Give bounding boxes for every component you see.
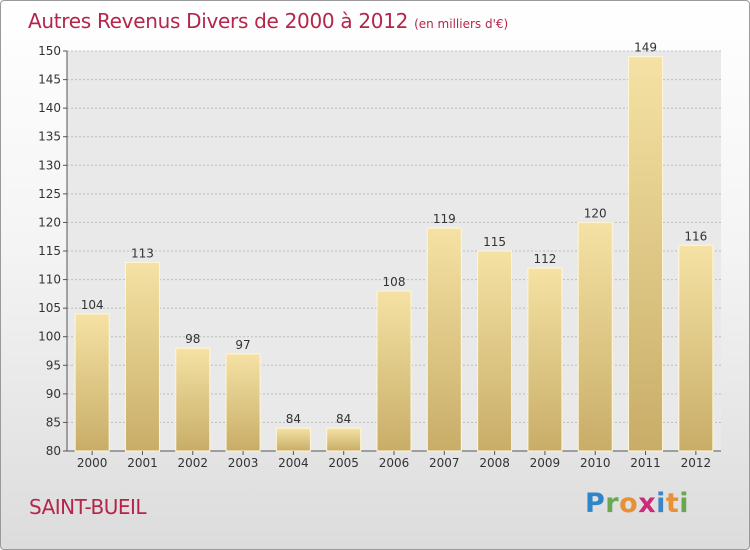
x-tick-label: 2011 — [630, 456, 661, 470]
x-tick-label: 2012 — [681, 456, 712, 470]
logo-letter: P — [585, 488, 606, 519]
x-tick-label: 2009 — [530, 456, 561, 470]
bar — [124, 261, 160, 452]
y-tick-label: 90 — [46, 387, 61, 401]
logo-letter: i — [656, 488, 666, 519]
y-tick-label: 140 — [38, 101, 61, 115]
chart-title: Autres Revenus Divers de 2000 à 2012 — [28, 9, 409, 33]
x-tick-label: 2001 — [127, 456, 158, 470]
y-tick-label: 125 — [38, 187, 61, 201]
bar — [527, 267, 563, 452]
bar-value-label: 149 — [634, 41, 657, 55]
x-tick-label: 2006 — [379, 456, 410, 470]
bar — [477, 250, 513, 452]
y-tick-label: 145 — [38, 73, 61, 87]
bar — [426, 227, 462, 452]
x-tick-label: 2007 — [429, 456, 460, 470]
chart-title-block: Autres Revenus Divers de 2000 à 2012 (en … — [28, 9, 508, 33]
logo-letter: r — [605, 488, 620, 519]
x-tick-label: 2005 — [328, 456, 359, 470]
bar — [577, 221, 613, 452]
y-tick-label: 95 — [46, 358, 61, 372]
x-tick-label: 2008 — [479, 456, 510, 470]
bar-value-label: 119 — [433, 212, 456, 226]
x-tick-label: 2004 — [278, 456, 309, 470]
bar — [678, 244, 714, 452]
logo-letter: i — [679, 488, 690, 519]
y-tick-label: 130 — [38, 158, 61, 172]
logo-letter: t — [665, 488, 680, 519]
bar — [326, 427, 362, 452]
bar — [225, 353, 261, 452]
y-tick-label: 85 — [46, 415, 61, 429]
y-tick-label: 80 — [46, 444, 61, 458]
logo-letter: o — [619, 488, 639, 519]
bar-value-label: 120 — [584, 206, 607, 220]
y-tick-label: 110 — [38, 273, 61, 287]
y-tick-label: 105 — [38, 301, 61, 315]
bar-value-label: 113 — [131, 246, 154, 260]
y-tick-label: 135 — [38, 130, 61, 144]
bar — [74, 313, 110, 452]
y-tick-label: 115 — [38, 244, 61, 258]
y-tick-label: 150 — [38, 44, 61, 58]
commune-name: SAINT-BUEIL — [29, 495, 147, 519]
bar-value-label: 116 — [684, 229, 707, 243]
bar — [628, 56, 664, 452]
y-tick-label: 100 — [38, 330, 61, 344]
bar-value-label: 84 — [286, 412, 301, 426]
bar-value-label: 97 — [235, 338, 250, 352]
chart-subtitle: (en milliers d'€) — [414, 17, 509, 31]
bar-value-label: 112 — [533, 252, 556, 266]
bar-value-label: 108 — [383, 275, 406, 289]
x-tick-label: 2003 — [228, 456, 259, 470]
bar — [175, 347, 211, 452]
bar — [376, 290, 412, 452]
bar-value-label: 104 — [81, 298, 104, 312]
y-tick-label: 120 — [38, 215, 61, 229]
x-tick-label: 2000 — [77, 456, 108, 470]
x-tick-label: 2002 — [177, 456, 208, 470]
bar — [275, 427, 311, 452]
bar-value-label: 84 — [336, 412, 351, 426]
bar-value-label: 115 — [483, 235, 506, 249]
proxiti-logo: Proxiti — [585, 488, 689, 519]
logo-letter: x — [638, 488, 657, 519]
bar-value-label: 98 — [185, 332, 200, 346]
x-tick-label: 2010 — [580, 456, 611, 470]
